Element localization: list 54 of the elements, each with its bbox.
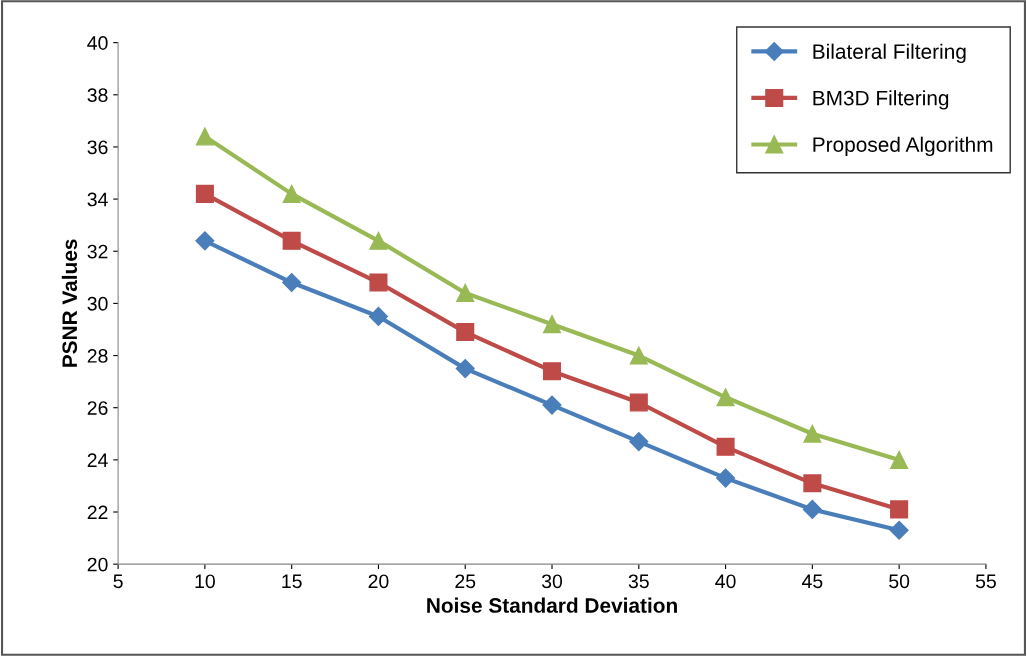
point	[890, 450, 909, 469]
point	[455, 359, 475, 379]
point	[542, 362, 562, 381]
y-tick-label: 24	[87, 453, 108, 467]
y-tick-label: 26	[87, 401, 108, 415]
point	[802, 499, 822, 519]
legend-label: Bilateral Filtering	[813, 43, 966, 64]
x-tick-label: 55	[975, 574, 996, 589]
point	[803, 424, 822, 443]
y-tick-label: 40	[87, 36, 108, 50]
y-tick-label: 28	[87, 349, 108, 363]
point	[195, 184, 214, 203]
y-tick-label: 30	[87, 296, 108, 311]
point	[282, 231, 301, 250]
point	[456, 283, 475, 302]
x-tick-label: 45	[801, 574, 823, 589]
point	[369, 231, 388, 250]
y-tick-label: 34	[87, 192, 108, 207]
point	[629, 346, 648, 365]
point	[542, 395, 562, 415]
x-tick-label: 15	[282, 574, 302, 589]
point	[716, 437, 735, 456]
point	[282, 184, 301, 203]
point	[890, 500, 909, 519]
point	[803, 474, 822, 493]
y-axis-title: PSNR Values	[61, 239, 78, 367]
x-tick-label: 35	[628, 574, 649, 589]
point	[282, 273, 302, 293]
y-tick-label: 36	[87, 140, 108, 155]
point	[889, 520, 909, 540]
legend-label: BM3D Filtering	[813, 90, 949, 110]
x-axis-title: Noise Standard Deviation	[427, 597, 677, 613]
x-tick-label: 20	[368, 574, 389, 589]
x-tick-label: 10	[195, 574, 215, 589]
point	[195, 231, 215, 251]
y-tick-label: 32	[87, 244, 108, 259]
point	[456, 323, 475, 342]
point	[716, 388, 735, 407]
x-tick-label: 5	[113, 574, 123, 589]
x-tick-label: 50	[889, 574, 910, 589]
point	[542, 315, 562, 334]
legend-label: Proposed Algorithm	[813, 136, 993, 157]
x-tick-label: 40	[715, 574, 736, 589]
point	[195, 127, 214, 146]
point	[716, 468, 736, 488]
y-tick-label: 38	[87, 88, 108, 103]
x-tick-label: 25	[455, 574, 476, 589]
y-tick-label: 22	[87, 505, 108, 520]
y-tick-label: 20	[87, 557, 108, 572]
x-tick-label: 30	[541, 574, 563, 589]
point	[368, 306, 388, 326]
point	[629, 432, 649, 452]
point	[629, 393, 648, 412]
point	[369, 273, 388, 292]
